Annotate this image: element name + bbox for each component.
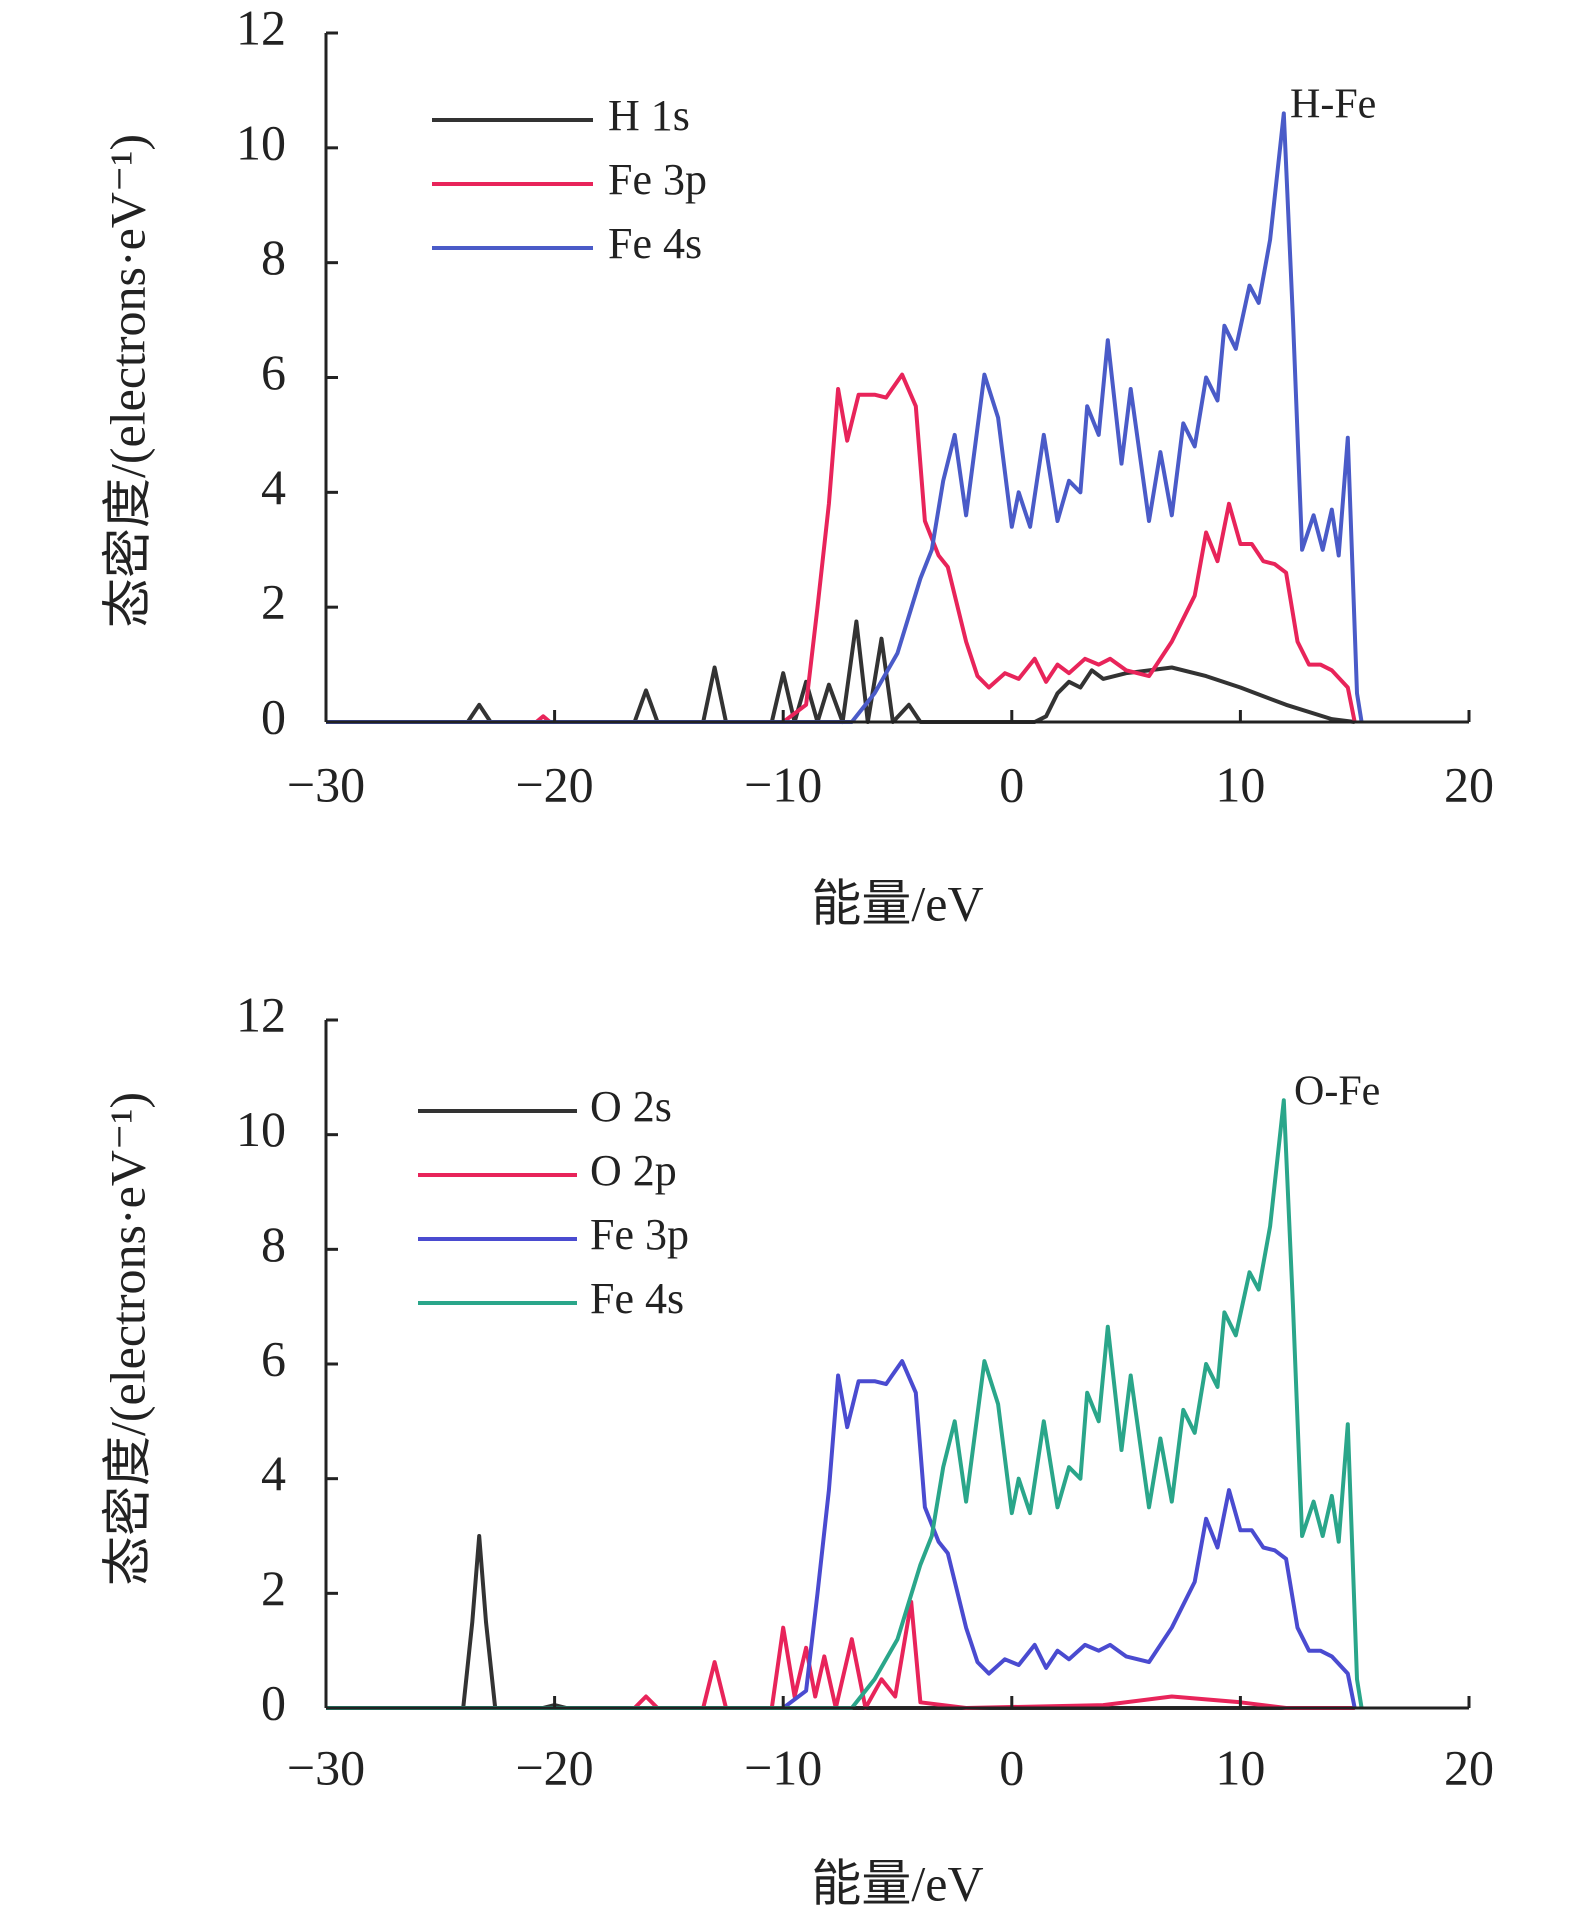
x-tick-label: 0 (999, 1739, 1024, 1795)
y-tick-label: 0 (261, 688, 286, 744)
x-axis-label: 能量/eV (811, 875, 983, 931)
legend-label: Fe 3p (608, 155, 707, 204)
x-tick-label: −20 (515, 756, 593, 812)
x-tick-label: 20 (1444, 1739, 1494, 1795)
series-line (326, 619, 1355, 724)
x-axis-label: 能量/eV (811, 1855, 983, 1911)
y-tick-label: 4 (261, 459, 286, 515)
y-tick-label: 10 (236, 114, 286, 170)
y-tick-label: 12 (236, 0, 286, 55)
legend-label: Fe 4s (608, 219, 702, 268)
series-line (326, 372, 1357, 724)
legend-label: O 2s (590, 1082, 672, 1131)
x-tick-label: −30 (287, 1739, 365, 1795)
x-tick-label: 0 (999, 756, 1024, 812)
y-axis-label: 态密度/(electrons·eV⁻¹) (99, 134, 155, 628)
x-tick-label: −10 (744, 1739, 822, 1795)
y-tick-label: 4 (261, 1445, 286, 1501)
y-tick-label: 8 (261, 229, 286, 285)
y-tick-label: 8 (261, 1216, 286, 1272)
y-tick-label: 10 (236, 1101, 286, 1157)
y-tick-label: 12 (236, 986, 286, 1042)
series-line (326, 1098, 1364, 1710)
x-tick-label: −10 (744, 756, 822, 812)
series-line (326, 1599, 1355, 1710)
y-tick-label: 6 (261, 1330, 286, 1386)
x-tick-label: −30 (287, 756, 365, 812)
chart: H 1s Fe 3p Fe 4s 0 2 4 6 8 10 12 −30 −20 −10 0 10 20 能量/… (99, 0, 1494, 931)
legend-label: Fe 3p (590, 1210, 689, 1259)
x-tick-label: −20 (515, 1739, 593, 1795)
series-line (326, 1359, 1357, 1710)
chart: O 2s O 2p Fe 3p Fe 4s 0 2 4 6 8 10 12 −30 −20 −10 0 10 2… (99, 986, 1494, 1911)
y-axis-label: 态密度/(electrons·eV⁻¹) (99, 1092, 155, 1586)
legend-label: H 1s (608, 91, 690, 140)
y-tick-label: 0 (261, 1674, 286, 1730)
x-tick-label: 10 (1215, 756, 1265, 812)
legend-label: O 2p (590, 1146, 677, 1195)
y-tick-label: 2 (261, 574, 286, 630)
y-tick-label: 6 (261, 344, 286, 400)
legend-label: Fe 4s (590, 1274, 684, 1323)
y-tick-label: 2 (261, 1560, 286, 1616)
series-line (326, 111, 1364, 724)
annotation: O-Fe (1294, 1069, 1380, 1115)
annotation: H-Fe (1290, 82, 1376, 128)
x-tick-label: 20 (1444, 756, 1494, 812)
x-tick-label: 10 (1215, 1739, 1265, 1795)
